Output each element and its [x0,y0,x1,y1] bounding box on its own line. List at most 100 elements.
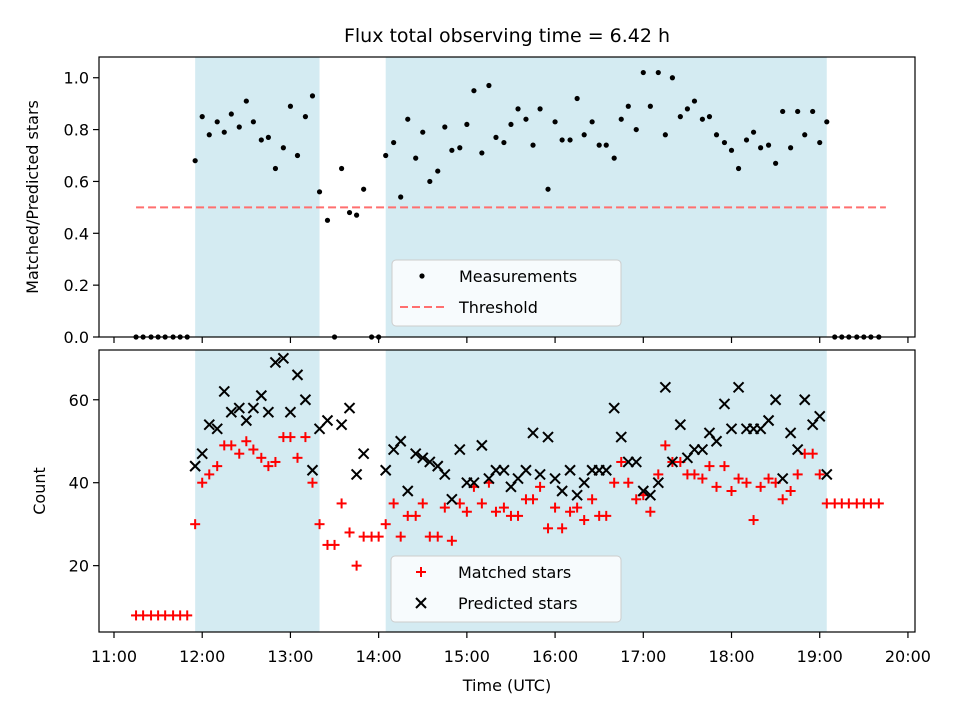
measurement-point [589,119,595,125]
marker-stroke [814,410,826,423]
predicted-star-marker [424,456,436,468]
legend-marker-measurement [419,273,425,279]
marker-stroke [762,414,775,427]
marker-stroke [725,423,738,435]
measurement-point [780,108,786,115]
predicted-star-marker [659,381,672,394]
measurement-point [728,147,735,153]
matched-star-marker [417,498,428,509]
predicted-star-marker [402,485,414,497]
predicted-star-marker [762,414,775,427]
predicted-star-marker [666,456,679,468]
matched-star-marker [631,494,642,505]
predicted-star-marker [769,394,782,406]
measurement-point [353,212,360,218]
predicted-star-marker [652,476,664,489]
predicted-star-marker [637,485,650,497]
matched-star-marker [234,448,245,459]
predicted-star-marker [476,439,488,452]
marker-stroke [644,489,657,501]
measurement-point [552,119,558,125]
top-x-ticks [113,337,909,343]
measurement-point [442,124,448,130]
chart-title: Flux total observing time = 6.42 h [344,25,670,47]
matched-star-marker [307,477,318,488]
marker-stroke [284,406,297,418]
measurement-point [405,116,411,122]
predicted-star-marker [527,427,539,439]
marker-stroke [454,443,466,456]
matched-star-marker [380,519,391,530]
measurement-point [537,106,543,112]
measurement-point [435,168,441,174]
measurement-point [647,103,653,109]
measurement-point [221,129,227,135]
measurement-point [611,155,617,161]
count-panel: 20 40 60 11:00 12:00 13:00 14:00 15:00 16:00 17:… [30,349,931,695]
predicted-star-marker [608,402,620,414]
predicted-star-marker [468,476,480,489]
matched-star-marker [601,510,612,521]
measurement-point [486,82,492,89]
measurement-point [214,119,220,125]
matched-star-marker [498,502,509,513]
marker-stroke [350,468,363,481]
x-tick-label: 20:00 [885,647,931,666]
predicted-star-marker [269,356,282,369]
measurement-point [817,139,823,146]
measurement-point [192,158,198,164]
bottom-x-ticks: 11:00 12:00 13:00 14:00 15:00 16:00 17:00 18:00… [91,632,931,666]
predicted-star-marker [394,435,407,447]
predicted-star-marker [196,447,208,460]
matched-star-marker [543,523,554,534]
matched-star-marker [204,469,215,480]
predicted-star-marker [211,423,223,435]
top-axes-frame [98,56,916,338]
x-tick-label: 11:00 [91,647,137,666]
predicted-star-marker [776,472,789,485]
predicted-star-marker [674,418,687,431]
measurement-point [640,69,646,76]
matched-star-marker [263,461,274,472]
y-tick-label: 0.8 [64,121,89,140]
marker-stroke [255,389,268,402]
matched-star-marker [490,506,501,517]
predicted-star-marker [549,472,561,485]
y-tick-label: 0.4 [64,224,89,243]
measurement-point [699,116,705,122]
marker-stroke [233,402,245,414]
predicted-star-marker [821,468,833,481]
marker-stroke [291,369,304,381]
matched-star-marker [660,440,671,451]
marker-stroke [791,443,804,456]
measurement-point [530,142,536,148]
measurement-point [508,121,514,128]
predicted-star-marker [225,406,238,418]
marker-stroke [578,476,590,489]
marker-stroke [247,402,260,414]
measurement-point [824,119,830,125]
marker-stroke [784,427,797,439]
measurement-points [133,69,882,340]
matched-star-marker [241,436,252,447]
matched-star-marker [197,477,208,488]
measurement-point [383,152,389,159]
predicted-star-marker [791,443,804,456]
predicted-star-marker [291,369,304,381]
marker-stroke [821,468,833,481]
x-tick-label: 19:00 [797,647,843,666]
measurement-point [603,142,609,148]
measurement-point [324,217,331,223]
marker-stroke [189,460,201,472]
matched-star-marker [248,444,259,455]
predicted-star-marker [520,464,532,476]
measurement-point [228,111,234,117]
marker-stroke [703,427,716,439]
predicted-star-marker [284,406,297,418]
count-points [131,352,884,621]
marker-stroke [696,443,709,456]
marker-stroke [542,431,554,443]
marker-stroke [321,414,334,427]
marker-stroke [211,423,223,435]
